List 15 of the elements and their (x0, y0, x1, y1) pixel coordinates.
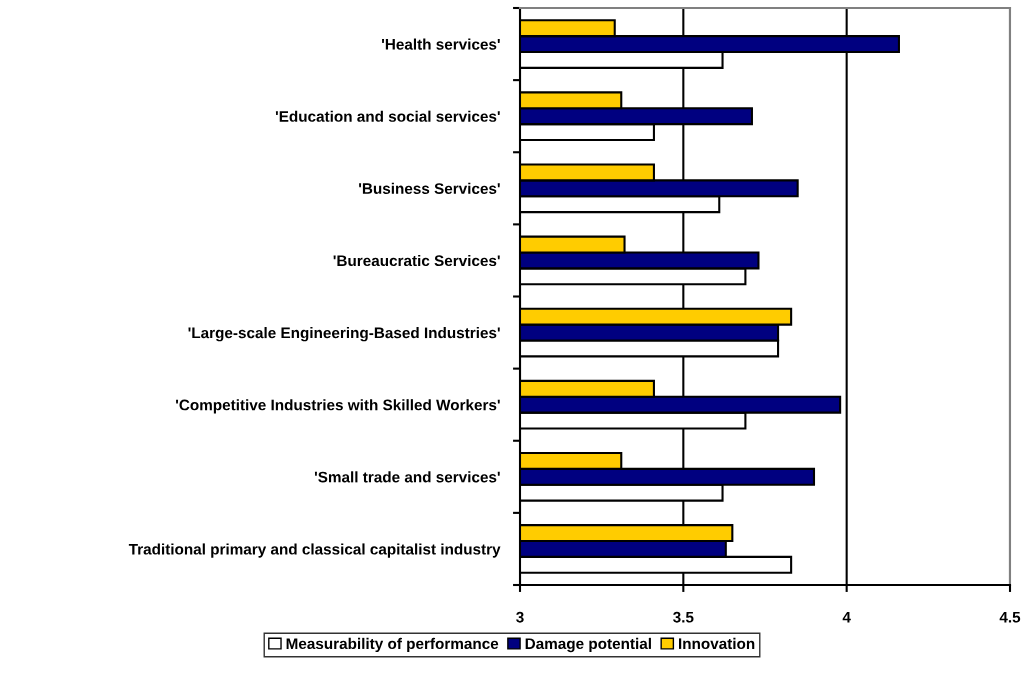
y-tick-label: 'Bureaucratic Services' (333, 254, 500, 267)
x-tick-label: 3.5 (673, 611, 694, 623)
y-tick-label: 'Large-scale Engineering-Based Industries' (188, 327, 500, 342)
legend-label: Measurability of performance (286, 637, 499, 653)
y-tick-label: 'Small trade and services' (314, 471, 500, 483)
y-tick-label: 'Education and social services' (275, 110, 500, 122)
x-tick-label: 4 (842, 611, 851, 623)
y-tick-label: Traditional primary and classical capitalist industry (128, 543, 501, 558)
legend-label: Damage potential (525, 637, 651, 653)
x-tick-label: 4.5 (999, 611, 1021, 623)
y-tick-label: 'Competitive Industries with Skilled Workers' (176, 399, 500, 414)
x-tick-label: 3 (516, 611, 524, 623)
y-tick-label: 'Business Services' (359, 182, 500, 194)
y-tick-label: 'Health services' (382, 38, 500, 50)
legend-label: Innovation (678, 637, 755, 650)
